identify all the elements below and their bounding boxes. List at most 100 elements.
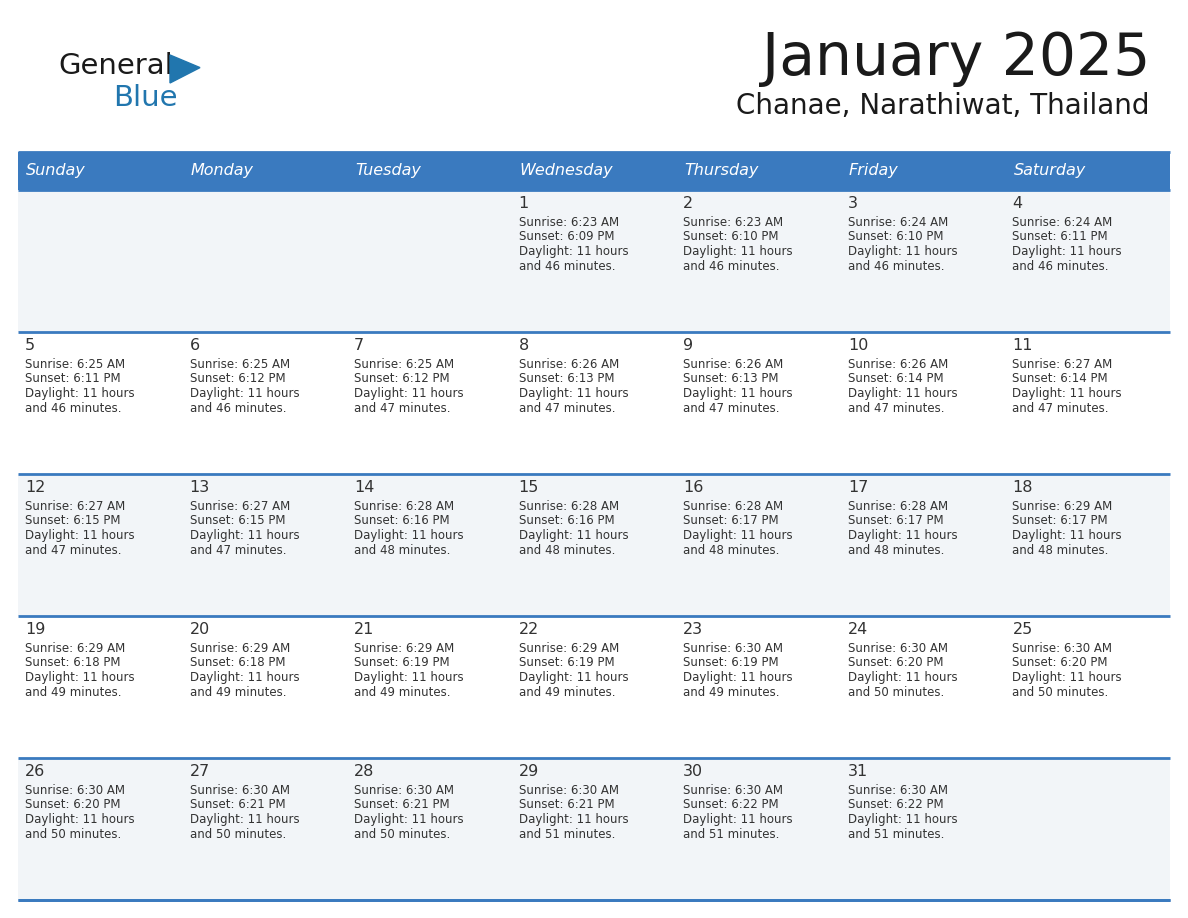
- Text: Sunrise: 6:30 AM: Sunrise: 6:30 AM: [190, 784, 290, 797]
- Text: 19: 19: [25, 622, 45, 637]
- Text: Sunset: 6:21 PM: Sunset: 6:21 PM: [519, 799, 614, 812]
- Text: Thursday: Thursday: [684, 163, 759, 178]
- Bar: [1005, 190, 1170, 332]
- Text: Sunrise: 6:23 AM: Sunrise: 6:23 AM: [519, 216, 619, 229]
- Text: Daylight: 11 hours: Daylight: 11 hours: [25, 671, 134, 684]
- Text: 17: 17: [848, 480, 868, 495]
- Text: Wednesday: Wednesday: [519, 163, 613, 178]
- Bar: [512, 616, 676, 758]
- Text: Tuesday: Tuesday: [355, 163, 421, 178]
- Bar: [512, 758, 676, 900]
- Text: Sunrise: 6:28 AM: Sunrise: 6:28 AM: [519, 500, 619, 513]
- Bar: [676, 616, 841, 758]
- Bar: [841, 758, 1005, 900]
- Text: Sunset: 6:22 PM: Sunset: 6:22 PM: [848, 799, 943, 812]
- Text: Sunrise: 6:25 AM: Sunrise: 6:25 AM: [190, 358, 290, 371]
- Text: Sunrise: 6:30 AM: Sunrise: 6:30 AM: [25, 784, 125, 797]
- Text: January 2025: January 2025: [762, 30, 1150, 87]
- Text: Sunrise: 6:27 AM: Sunrise: 6:27 AM: [25, 500, 125, 513]
- Bar: [347, 474, 512, 616]
- Text: 15: 15: [519, 480, 539, 495]
- Bar: [676, 758, 841, 900]
- Text: and 50 minutes.: and 50 minutes.: [354, 827, 450, 841]
- Text: Sunrise: 6:28 AM: Sunrise: 6:28 AM: [354, 500, 454, 513]
- Text: Sunrise: 6:25 AM: Sunrise: 6:25 AM: [25, 358, 125, 371]
- Text: and 47 minutes.: and 47 minutes.: [848, 401, 944, 415]
- Text: and 46 minutes.: and 46 minutes.: [683, 260, 779, 273]
- Bar: [1005, 474, 1170, 616]
- Text: Sunset: 6:12 PM: Sunset: 6:12 PM: [354, 373, 450, 386]
- Text: Sunrise: 6:30 AM: Sunrise: 6:30 AM: [354, 784, 454, 797]
- Text: Sunrise: 6:30 AM: Sunrise: 6:30 AM: [683, 784, 783, 797]
- Text: Sunrise: 6:28 AM: Sunrise: 6:28 AM: [848, 500, 948, 513]
- Text: and 46 minutes.: and 46 minutes.: [1012, 260, 1108, 273]
- Bar: [512, 332, 676, 474]
- Bar: [347, 616, 512, 758]
- Text: Sunset: 6:16 PM: Sunset: 6:16 PM: [519, 514, 614, 528]
- Text: and 50 minutes.: and 50 minutes.: [190, 827, 286, 841]
- Text: Daylight: 11 hours: Daylight: 11 hours: [519, 813, 628, 826]
- Text: 29: 29: [519, 764, 539, 779]
- Text: Sunset: 6:11 PM: Sunset: 6:11 PM: [1012, 230, 1108, 243]
- Bar: [18, 616, 183, 758]
- Text: Sunset: 6:13 PM: Sunset: 6:13 PM: [683, 373, 779, 386]
- Text: Sunrise: 6:30 AM: Sunrise: 6:30 AM: [848, 784, 948, 797]
- Text: Sunrise: 6:29 AM: Sunrise: 6:29 AM: [25, 642, 125, 655]
- Text: 21: 21: [354, 622, 374, 637]
- Bar: [1005, 332, 1170, 474]
- Text: Sunset: 6:21 PM: Sunset: 6:21 PM: [190, 799, 285, 812]
- Text: Daylight: 11 hours: Daylight: 11 hours: [848, 813, 958, 826]
- Text: Sunrise: 6:26 AM: Sunrise: 6:26 AM: [519, 358, 619, 371]
- Text: Sunset: 6:15 PM: Sunset: 6:15 PM: [25, 514, 120, 528]
- Text: 18: 18: [1012, 480, 1032, 495]
- Text: Daylight: 11 hours: Daylight: 11 hours: [848, 529, 958, 542]
- Text: and 51 minutes.: and 51 minutes.: [848, 827, 944, 841]
- Text: and 47 minutes.: and 47 minutes.: [25, 543, 121, 556]
- Text: 23: 23: [683, 622, 703, 637]
- Text: 20: 20: [190, 622, 210, 637]
- Text: Sunset: 6:14 PM: Sunset: 6:14 PM: [848, 373, 943, 386]
- Text: Sunset: 6:13 PM: Sunset: 6:13 PM: [519, 373, 614, 386]
- Text: Sunrise: 6:30 AM: Sunrise: 6:30 AM: [1012, 642, 1112, 655]
- Bar: [1005, 616, 1170, 758]
- Text: 9: 9: [683, 338, 694, 353]
- Bar: [347, 758, 512, 900]
- Text: Sunset: 6:20 PM: Sunset: 6:20 PM: [25, 799, 120, 812]
- Text: Sunrise: 6:27 AM: Sunrise: 6:27 AM: [1012, 358, 1113, 371]
- Text: Sunset: 6:17 PM: Sunset: 6:17 PM: [1012, 514, 1108, 528]
- Text: Daylight: 11 hours: Daylight: 11 hours: [519, 671, 628, 684]
- Text: 5: 5: [25, 338, 36, 353]
- Text: 30: 30: [683, 764, 703, 779]
- Text: Daylight: 11 hours: Daylight: 11 hours: [190, 529, 299, 542]
- Bar: [183, 616, 347, 758]
- Text: and 47 minutes.: and 47 minutes.: [354, 401, 450, 415]
- Text: and 49 minutes.: and 49 minutes.: [683, 686, 779, 699]
- Text: Sunset: 6:10 PM: Sunset: 6:10 PM: [848, 230, 943, 243]
- Text: Daylight: 11 hours: Daylight: 11 hours: [683, 387, 792, 400]
- Text: Daylight: 11 hours: Daylight: 11 hours: [25, 813, 134, 826]
- Text: and 51 minutes.: and 51 minutes.: [519, 827, 615, 841]
- Text: and 47 minutes.: and 47 minutes.: [190, 543, 286, 556]
- Text: Saturday: Saturday: [1013, 163, 1086, 178]
- Text: Sunrise: 6:23 AM: Sunrise: 6:23 AM: [683, 216, 783, 229]
- Text: Sunset: 6:10 PM: Sunset: 6:10 PM: [683, 230, 779, 243]
- Text: Daylight: 11 hours: Daylight: 11 hours: [190, 671, 299, 684]
- Text: Sunset: 6:21 PM: Sunset: 6:21 PM: [354, 799, 450, 812]
- Text: Daylight: 11 hours: Daylight: 11 hours: [519, 529, 628, 542]
- Text: Monday: Monday: [190, 163, 253, 178]
- Bar: [676, 190, 841, 332]
- Bar: [18, 332, 183, 474]
- Text: Sunset: 6:16 PM: Sunset: 6:16 PM: [354, 514, 450, 528]
- Text: Daylight: 11 hours: Daylight: 11 hours: [1012, 387, 1121, 400]
- Text: Daylight: 11 hours: Daylight: 11 hours: [519, 245, 628, 258]
- Text: 6: 6: [190, 338, 200, 353]
- Bar: [512, 190, 676, 332]
- Text: Sunrise: 6:29 AM: Sunrise: 6:29 AM: [519, 642, 619, 655]
- Bar: [18, 152, 1170, 190]
- Text: Daylight: 11 hours: Daylight: 11 hours: [190, 813, 299, 826]
- Text: Sunrise: 6:28 AM: Sunrise: 6:28 AM: [683, 500, 783, 513]
- Text: Daylight: 11 hours: Daylight: 11 hours: [683, 529, 792, 542]
- Text: Sunset: 6:19 PM: Sunset: 6:19 PM: [519, 656, 614, 669]
- Bar: [512, 474, 676, 616]
- Text: and 47 minutes.: and 47 minutes.: [519, 401, 615, 415]
